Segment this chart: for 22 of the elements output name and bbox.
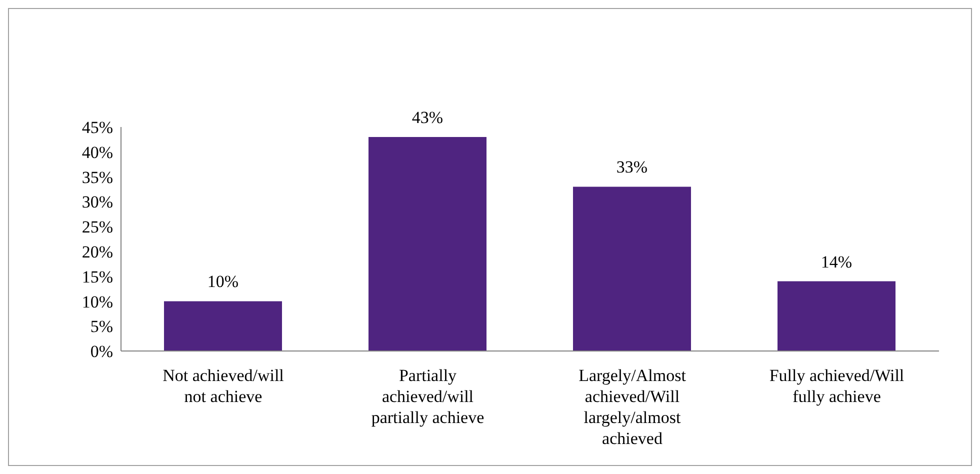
- x-tick-label: Partially achieved/will partially achieve: [371, 366, 484, 427]
- x-tick-label: Not achieved/will not achieve: [162, 366, 284, 406]
- y-tick-label: 30%: [82, 192, 113, 212]
- bar: [368, 136, 486, 351]
- y-tick-label: 10%: [82, 292, 113, 312]
- y-tick-label: 25%: [82, 218, 113, 237]
- x-tick-label: Largely/Almost achieved/Will largely/almost achieved: [578, 366, 686, 448]
- y-tick-label: 35%: [82, 168, 113, 187]
- data-label: 14%: [820, 252, 852, 272]
- y-tick-label: 45%: [82, 118, 113, 138]
- y-tick-label: 20%: [82, 242, 113, 262]
- data-label: 10%: [207, 272, 239, 292]
- y-tick-label: 0%: [90, 342, 113, 362]
- y-tick-label: 15%: [82, 267, 113, 286]
- bar: [778, 281, 896, 351]
- y-tick-label: 5%: [90, 317, 113, 336]
- x-tick-label: Fully achieved/Will fully achieve: [769, 366, 904, 406]
- bar: [164, 301, 282, 351]
- data-label: 43%: [412, 108, 444, 127]
- y-tick-label: 40%: [82, 142, 113, 162]
- data-label: 33%: [616, 158, 648, 177]
- bar: [573, 186, 691, 351]
